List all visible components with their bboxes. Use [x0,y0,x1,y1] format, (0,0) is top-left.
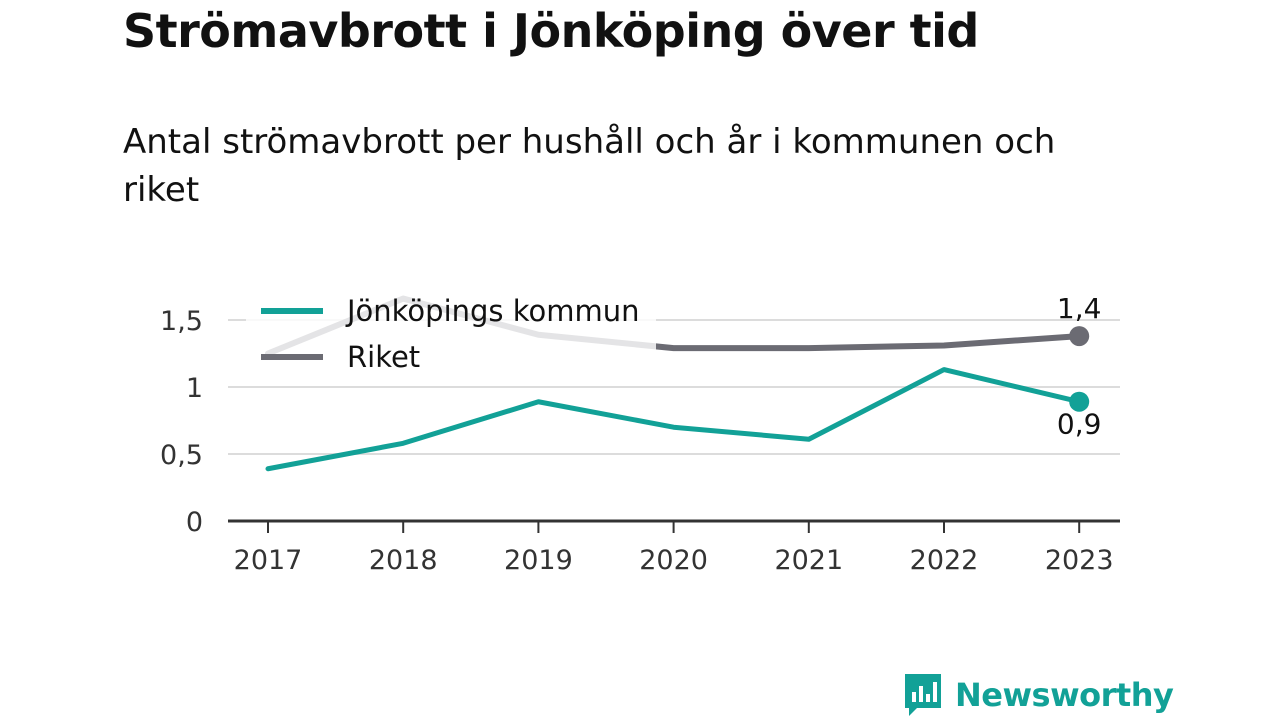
end-value-label: 0,9 [1057,408,1102,441]
y-tick-label: 0 [186,507,203,538]
y-tick-label: 1 [186,373,203,404]
x-tick-label: 2023 [1045,545,1114,576]
end-point-marker [1069,326,1090,347]
y-tick-label: 1,5 [160,306,203,337]
y-tick-label: 0,5 [160,440,203,471]
legend-label: Riket [347,340,420,374]
end-labels: 0,9 1,4 [1057,292,1102,441]
x-axis: 2017 2018 2019 2020 2021 2022 2023 [228,519,1120,576]
end-point-marker [1069,391,1090,412]
chart-title: Strömavbrott i Jönköping över tid [123,4,979,58]
legend-background [246,288,656,384]
x-tick-label: 2017 [234,545,303,576]
series-line-jonkopings-kommun [265,367,1082,472]
legend: Jönköpings kommun Riket [246,288,656,384]
logo-text: Newsworthy [955,676,1174,714]
x-tick-label: 2021 [774,545,843,576]
bar-chart-speech-bubble-icon [905,674,941,716]
end-value-label: 1,4 [1057,292,1102,325]
x-tick-label: 2018 [369,545,438,576]
x-tick-label: 2020 [639,545,708,576]
y-axis-tick-labels: 0 0,5 1 1,5 [160,306,203,538]
legend-label: Jönköpings kommun [345,294,640,328]
x-tick-label: 2022 [910,545,979,576]
newsworthy-logo: Newsworthy [903,672,1174,718]
chart-subtitle: Antal strömavbrott per hushåll och år i … [123,122,1056,210]
x-tick-label: 2019 [504,545,573,576]
